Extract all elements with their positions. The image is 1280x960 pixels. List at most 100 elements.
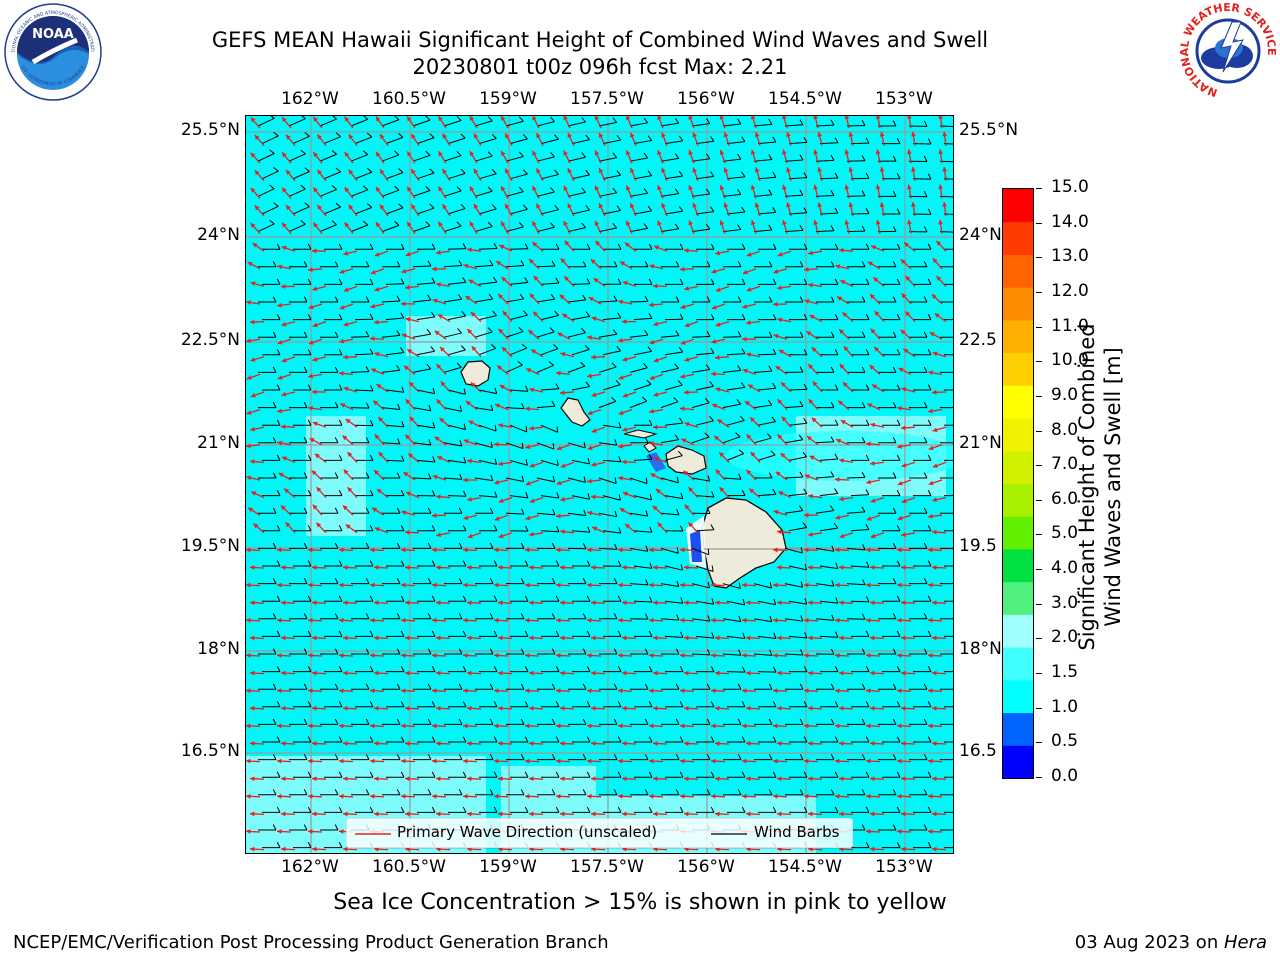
wave-arrow-head	[711, 688, 716, 694]
wave-arrow-head	[498, 498, 504, 503]
wind-barb-feather	[518, 151, 524, 157]
wave-arrow-head	[250, 600, 255, 606]
wave-arrow-head	[432, 513, 437, 518]
wave-arrow-head	[405, 317, 411, 322]
wind-barb-feather	[334, 648, 339, 655]
wave-arrow-head	[343, 469, 349, 475]
wind-barb	[691, 436, 710, 444]
wave-arrow-head	[712, 403, 718, 409]
wind-barb-feather	[334, 613, 339, 620]
wind-barb-feather	[518, 222, 524, 228]
wind-barb	[509, 173, 528, 180]
wave-arrow-head	[897, 547, 902, 553]
wind-barb-feather	[370, 385, 374, 392]
wave-arrow-head	[467, 496, 472, 502]
lon-label: 162°W	[281, 857, 339, 877]
wave-arrow-head	[401, 510, 407, 516]
wave-arrow-head	[680, 374, 686, 379]
wave-arrow-head	[777, 399, 783, 405]
wave-arrow-head	[406, 491, 412, 497]
wave-arrow-head	[929, 332, 935, 337]
wind-barb-feather	[680, 564, 683, 571]
wind-barb-feather	[521, 402, 525, 409]
wind-barb-feather	[896, 630, 901, 637]
wave-arrow-head	[657, 116, 662, 120]
wind-barb-feather	[487, 221, 493, 227]
lat-label: 24°N	[959, 225, 1002, 245]
wave-arrow-head	[587, 617, 592, 623]
wind-barb-feather	[706, 118, 711, 124]
wind-barb-feather	[431, 630, 436, 637]
wind-barb-feather	[585, 169, 590, 176]
wind-barb	[323, 171, 341, 180]
wind-barb	[540, 388, 559, 391]
wind-barb-feather	[276, 806, 281, 813]
wave-arrow-head	[463, 758, 468, 764]
wave-arrow-head	[684, 635, 689, 641]
wave-arrow-head	[529, 565, 534, 570]
wind-barb-feather	[431, 701, 436, 708]
wave-arrow-head	[746, 670, 751, 676]
wind-barb	[447, 495, 467, 497]
wind-barb	[350, 336, 370, 338]
wind-barb-feather	[892, 225, 897, 232]
wave-arrow-head	[742, 723, 747, 729]
wind-barb	[815, 195, 835, 197]
wind-barb-feather	[647, 170, 653, 176]
wave-arrow-head	[626, 150, 631, 156]
wave-arrow-head	[560, 258, 566, 264]
wind-barb-feather	[493, 276, 498, 283]
wind-barb	[381, 300, 400, 303]
wind-barb	[939, 160, 953, 163]
wave-arrow-head	[932, 776, 937, 782]
wind-barb-feather	[617, 666, 622, 672]
wind-barb-feather	[768, 224, 773, 231]
wind-barb-feather	[338, 454, 343, 461]
wave-arrow-head	[928, 758, 933, 764]
wave-arrow-head	[432, 723, 437, 729]
wave-arrow-head	[928, 617, 933, 623]
wind-barb	[784, 618, 803, 622]
wind-barb-feather	[649, 562, 653, 569]
wind-barb-feather	[865, 736, 870, 743]
wind-barb-feather	[830, 471, 835, 477]
wave-arrow-head	[746, 252, 752, 257]
wind-barb	[416, 282, 435, 285]
wave-arrow-head	[746, 469, 752, 475]
wind-barb-feather	[862, 544, 866, 551]
wind-barb-feather	[489, 507, 494, 514]
wave-arrow-head	[681, 438, 687, 443]
wave-arrow-head	[505, 168, 510, 174]
wind-barb-feather	[800, 581, 804, 588]
wind-barb-feather	[799, 400, 804, 407]
wave-arrow-head	[560, 496, 565, 502]
wave-arrow-head	[680, 547, 685, 553]
wave-arrow-head	[286, 205, 291, 211]
wind-barb-feather	[369, 348, 374, 355]
wind-barb	[598, 157, 617, 162]
wind-barb-feather	[677, 380, 683, 386]
wind-barb-feather	[799, 119, 804, 126]
wind-barb-feather	[773, 632, 777, 639]
wind-barb-feather	[741, 701, 746, 708]
wind-barb	[354, 353, 374, 356]
wave-arrow-head	[867, 403, 873, 408]
wind-barb-feather	[492, 310, 497, 316]
wind-barb	[598, 227, 617, 233]
wind-barb-feather	[555, 736, 560, 743]
wind-barb-feather	[524, 701, 529, 708]
wind-barb-feather	[679, 666, 684, 672]
wind-barb-feather	[462, 736, 467, 743]
wave-arrow-head	[250, 319, 255, 325]
wind-barb-feather	[830, 366, 835, 373]
wave-arrow-head	[688, 487, 694, 493]
wave-arrow-head	[556, 653, 561, 658]
wave-arrow-head	[281, 357, 287, 363]
wind-barb	[416, 316, 435, 321]
wave-arrow-head	[723, 132, 729, 138]
wind-barb	[846, 476, 866, 479]
wave-arrow-head	[744, 400, 750, 406]
wave-arrow-head	[931, 294, 937, 300]
wave-arrow-head	[653, 741, 658, 746]
wind-barb-feather	[738, 582, 741, 589]
